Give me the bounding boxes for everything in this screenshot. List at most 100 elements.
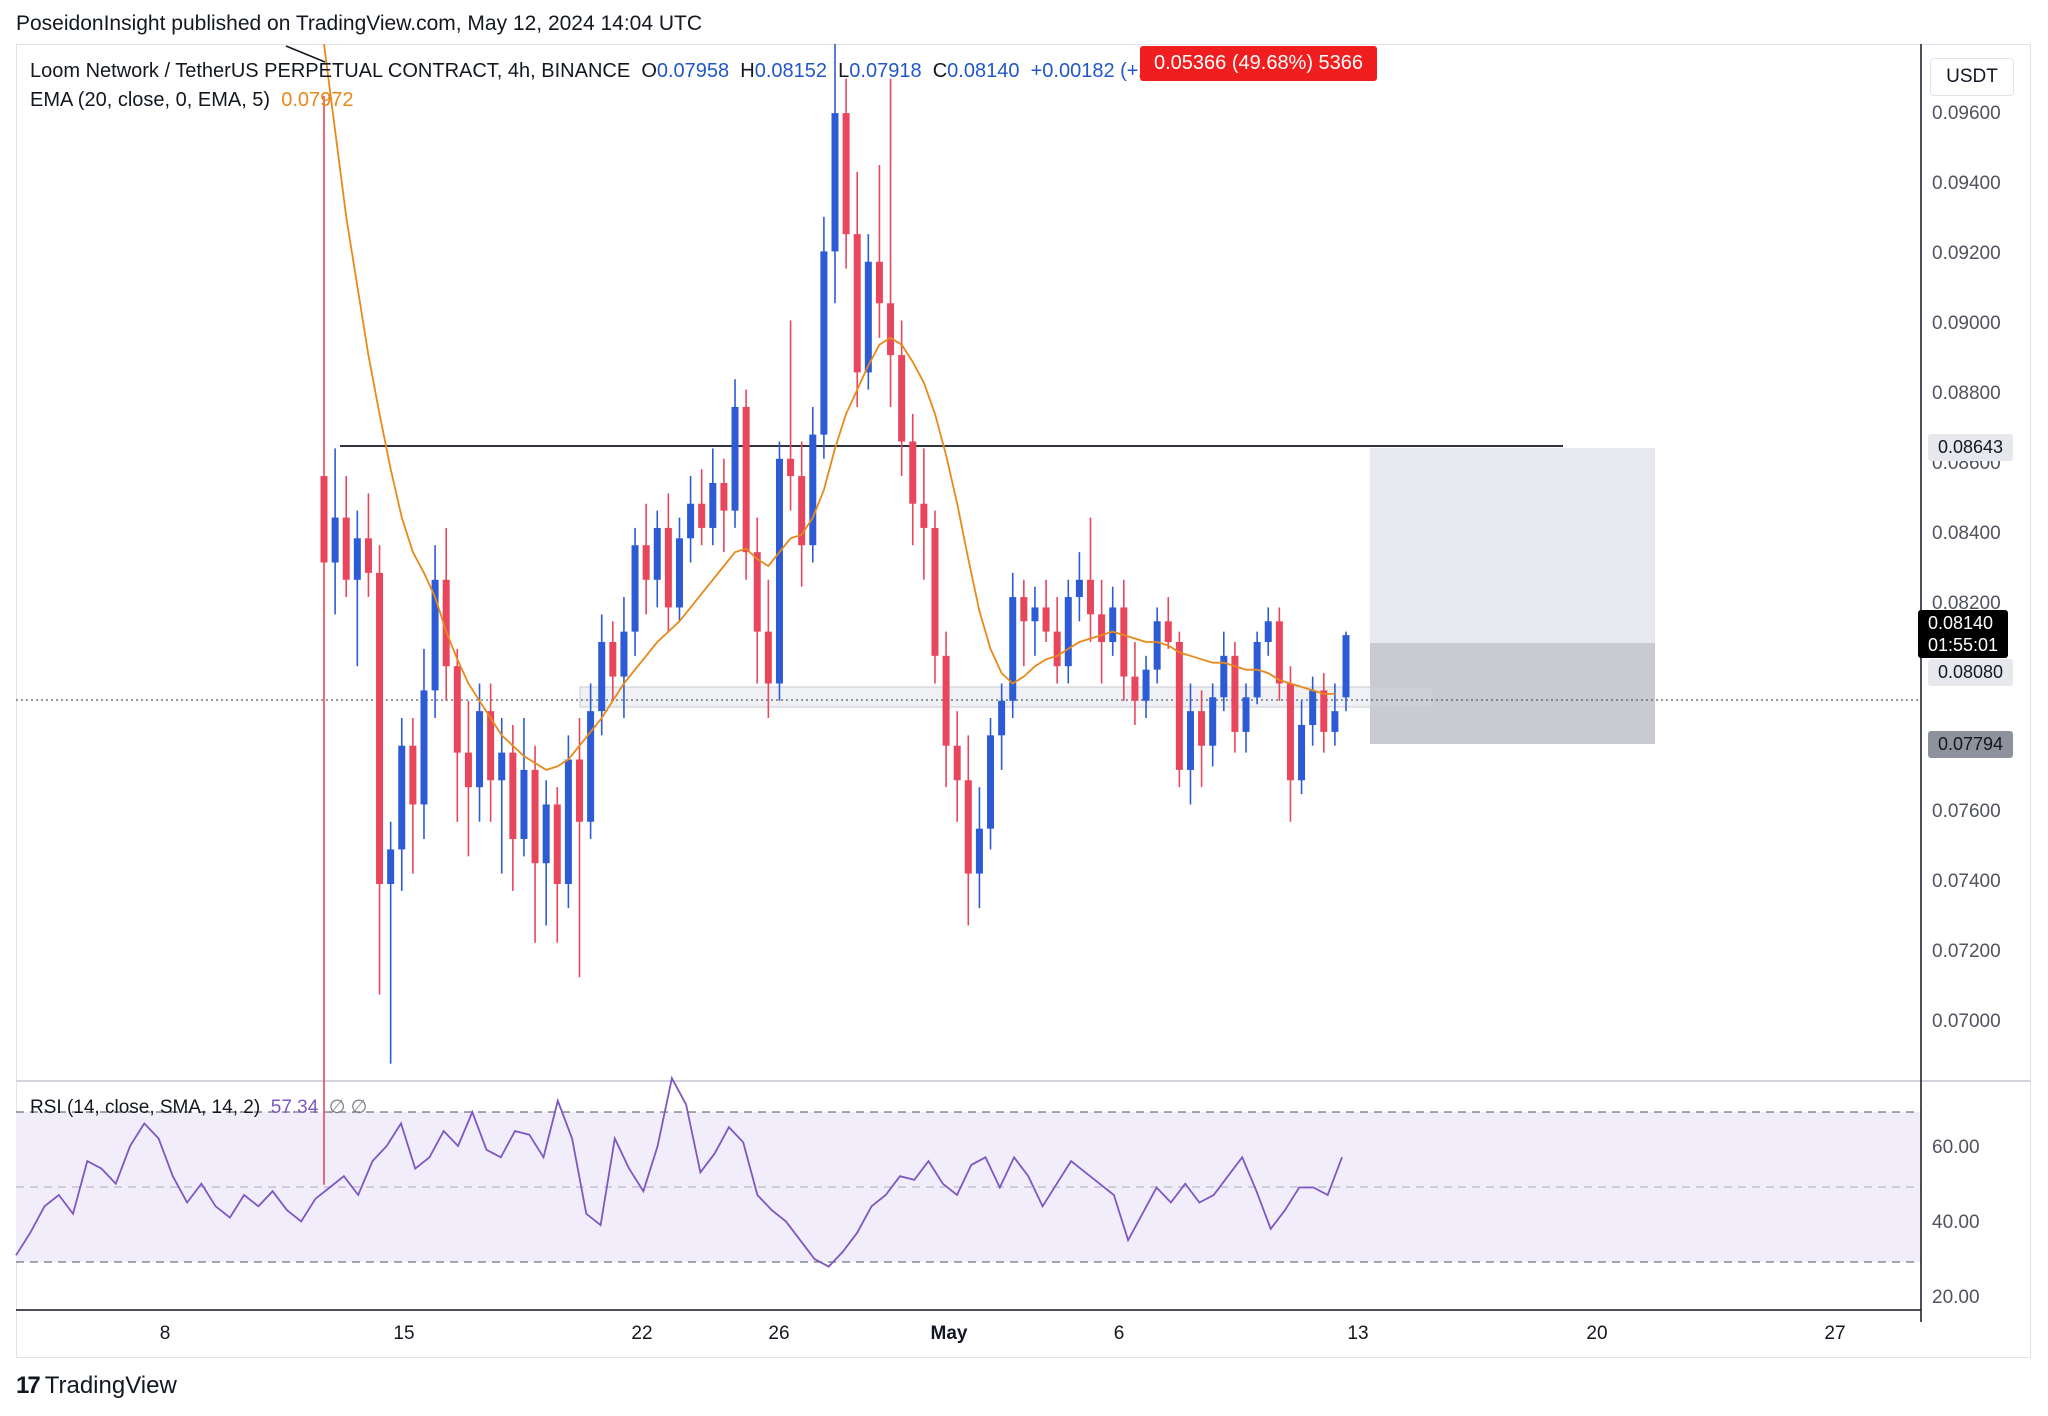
- candle-body: [731, 406, 739, 511]
- candle-body: [1109, 607, 1117, 643]
- candle-body: [687, 503, 695, 539]
- entry-price-badge[interactable]: 0.08080: [1928, 659, 2014, 686]
- candle-body: [942, 655, 950, 746]
- rsi-legend[interactable]: RSI (14, close, SMA, 14, 2) 57.34 ∅ ∅: [30, 1096, 367, 1119]
- candle-body: [820, 251, 828, 435]
- candle-body: [798, 476, 806, 546]
- tradingview-logo-text: TradingView: [44, 1372, 177, 1399]
- ema-label[interactable]: EMA (20, close, 0, EMA, 5): [30, 89, 271, 111]
- demand-zone-box[interactable]: [579, 686, 1434, 708]
- candle-body: [998, 700, 1006, 736]
- candle-body: [398, 745, 406, 850]
- candle-body: [598, 642, 606, 712]
- target-price-badge[interactable]: 0.08643: [1928, 434, 2014, 461]
- candle-body: [720, 482, 728, 511]
- price-tick-label: 0.08800: [1932, 383, 2001, 404]
- tradingview-logo[interactable]: 17 TradingView: [16, 1372, 177, 1400]
- candle-body: [331, 517, 339, 563]
- candle-body: [320, 476, 328, 563]
- candle-body: [420, 690, 428, 805]
- stop-price-badge[interactable]: 0.07794: [1928, 731, 2014, 758]
- time-tick-label: 13: [1347, 1323, 1369, 1344]
- open-label: O: [641, 60, 657, 82]
- candle-body: [1220, 655, 1228, 698]
- candle-body: [887, 303, 895, 356]
- measure-change-badge[interactable]: 0.05366 (49.68%) 5366: [1140, 46, 1378, 81]
- candle-body: [1087, 579, 1094, 615]
- price-tick-label: 0.07600: [1932, 801, 2001, 822]
- time-tick-label: 15: [393, 1323, 415, 1344]
- current-price-badge[interactable]: 0.08140 01:55:01: [1918, 610, 2009, 658]
- candle-body: [409, 745, 417, 805]
- candle-body: [775, 458, 783, 684]
- candle-body: [542, 804, 550, 864]
- currency-selector[interactable]: USDT: [1930, 58, 2014, 96]
- candle-body: [442, 579, 450, 667]
- candle-body: [864, 261, 872, 373]
- candle-body: [387, 849, 395, 884]
- candle-body: [909, 441, 917, 504]
- candle-body: [987, 735, 995, 829]
- candle-body: [1142, 669, 1150, 701]
- price-tick-label: 0.09600: [1932, 103, 2001, 124]
- candle-body: [1309, 690, 1317, 725]
- candle-body: [931, 527, 939, 656]
- candle-body: [609, 642, 617, 677]
- candle-body: [875, 261, 883, 304]
- candle-body: [587, 711, 595, 822]
- candle-body: [620, 631, 628, 677]
- annotation-arrow-stub: [285, 45, 326, 63]
- rsi-label[interactable]: RSI (14, close, SMA, 14, 2): [30, 1097, 261, 1118]
- candle-body: [664, 527, 672, 608]
- candle-body: [964, 780, 972, 874]
- close-label: C: [932, 60, 948, 82]
- candle-body: [764, 631, 772, 684]
- candle-body: [509, 752, 517, 840]
- candle-body: [753, 552, 761, 632]
- candle-body: [553, 804, 561, 884]
- rsi-tick-label: 40.00: [1932, 1212, 1980, 1233]
- rsi-line: [15, 1075, 1343, 1268]
- close-value: 0.08140: [947, 60, 1020, 82]
- candle-body: [853, 234, 861, 373]
- candle-body: [1264, 621, 1272, 643]
- risk-reward-target-zone[interactable]: [1370, 448, 1655, 643]
- candle-body: [453, 666, 461, 753]
- price-tick-label: 0.07000: [1932, 1011, 2001, 1032]
- candle-body: [1175, 642, 1183, 770]
- candle-body: [376, 572, 384, 884]
- open-value: 0.07958: [656, 60, 730, 82]
- symbol-name[interactable]: Loom Network / TetherUS PERPETUAL CONTRA…: [30, 60, 631, 82]
- candlestick-series: [320, 44, 1350, 1185]
- symbol-legend[interactable]: Loom Network / TetherUS PERPETUAL CONTRA…: [30, 60, 1202, 83]
- ema-legend[interactable]: EMA (20, close, 0, EMA, 5) 0.07972: [30, 89, 354, 112]
- candle-body: [1331, 711, 1339, 732]
- high-label: H: [740, 60, 755, 82]
- candle-body: [353, 538, 361, 580]
- candle-body: [564, 759, 572, 884]
- candle-body: [1209, 697, 1217, 746]
- bar-countdown-timer: 01:55:01: [1928, 635, 1999, 655]
- time-tick-label: 27: [1824, 1323, 1846, 1344]
- candle-body: [1120, 607, 1128, 677]
- candle-body: [1153, 621, 1161, 670]
- time-tick-label: May: [930, 1323, 968, 1344]
- price-tick-label: 0.09000: [1932, 313, 2001, 334]
- candle-body: [653, 527, 661, 580]
- candle-body: [1098, 614, 1106, 643]
- header-bar: PoseidonInsight published on TradingView…: [0, 0, 2048, 44]
- current-price-value: 0.08140: [1928, 613, 1994, 633]
- risk-reward-stop-zone[interactable]: [1370, 643, 1655, 744]
- time-tick-label: 20: [1586, 1323, 1608, 1344]
- candle-body: [1231, 655, 1239, 732]
- price-tick-label: 0.09200: [1932, 243, 2001, 264]
- chart-frame[interactable]: [16, 44, 2031, 1358]
- candle-body: [709, 482, 717, 528]
- candle-body: [898, 355, 906, 442]
- candle-body: [1031, 607, 1039, 622]
- high-value: 0.08152: [754, 60, 828, 82]
- candle-body: [1042, 607, 1050, 632]
- candle-body: [1075, 579, 1083, 598]
- price-tick-label: 0.08400: [1932, 523, 2001, 544]
